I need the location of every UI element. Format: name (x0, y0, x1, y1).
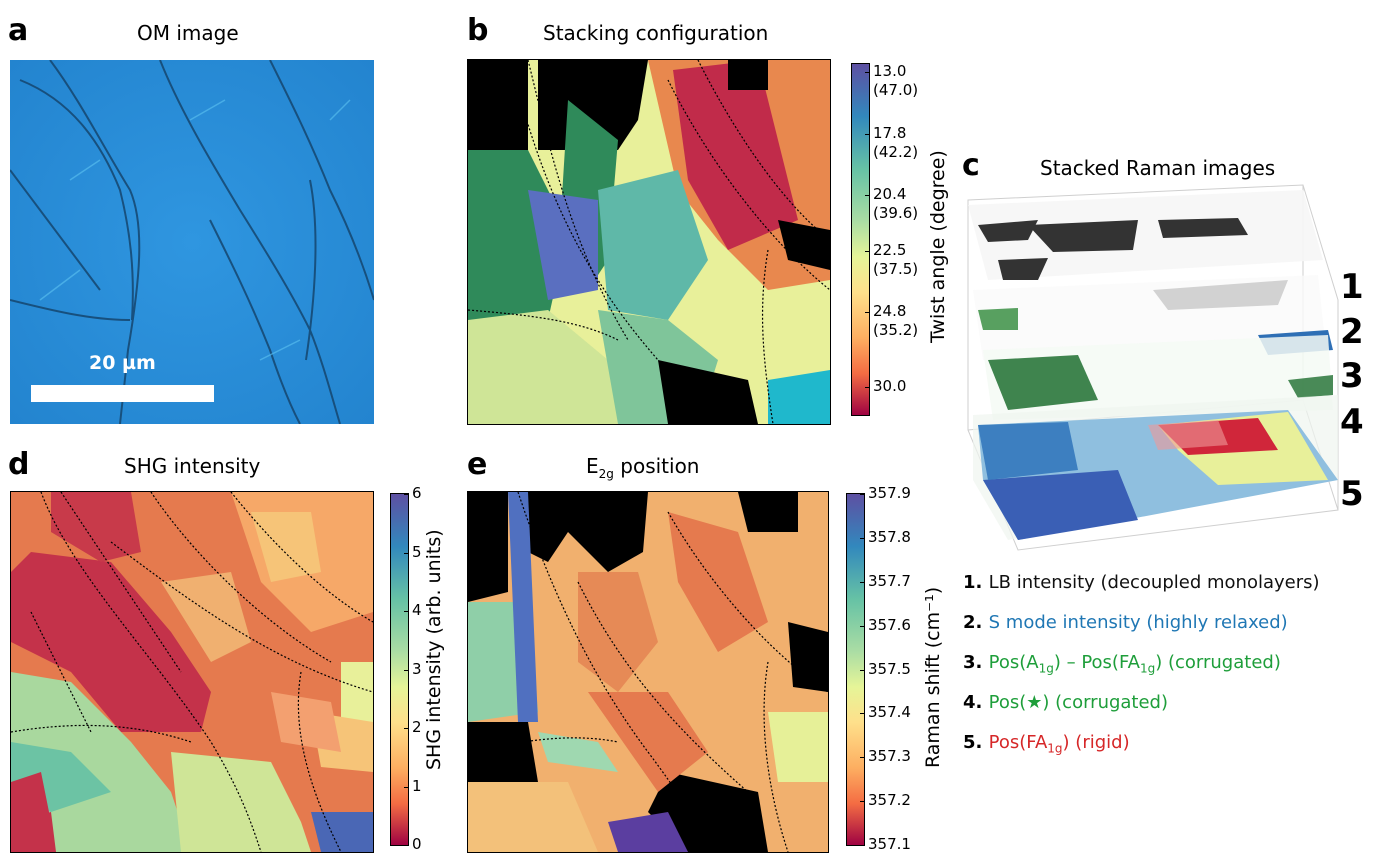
colorbar-tick-label: 357.9 (868, 484, 911, 502)
colorbar-tick-mark (404, 611, 409, 612)
colorbar-tick-label: 20.4 (873, 185, 907, 203)
stacking-map (467, 59, 831, 425)
colorbar-tick-label: 17.8 (873, 124, 907, 142)
colorbar-tick-mark (860, 494, 865, 495)
panel-e-title: E2g position (586, 454, 700, 481)
colorbar-tick-label: 24.8 (873, 302, 907, 320)
colorbar-tick-label: 4 (412, 601, 422, 619)
colorbar-b-label: Twist angle (degree) (927, 150, 949, 343)
layer-number-2: 2 (1340, 312, 1364, 352)
colorbar-tick-mark (860, 713, 865, 715)
colorbar-tick-label: 357.6 (868, 615, 911, 634)
colorbar-tick-mark (404, 786, 409, 788)
panel-a-label: a (8, 13, 29, 48)
panel-e-label: e (467, 447, 488, 482)
colorbar-tick-label: 357.5 (868, 659, 911, 678)
colorbar-tick-mark (404, 669, 409, 671)
colorbar-tick-label: 6 (412, 484, 422, 502)
colorbar-tick-mark (404, 845, 409, 846)
layer-number-4: 4 (1340, 402, 1364, 442)
colorbar-d-label: SHG intensity (arb. units) (423, 529, 445, 770)
colorbar-tick-mark (404, 728, 409, 729)
scale-bar (31, 385, 214, 402)
colorbar-tick-label-secondary: (42.2) (873, 143, 919, 161)
colorbar-tick-mark (860, 845, 865, 846)
colorbar-tick-label: 3 (412, 659, 422, 678)
colorbar-tick-label-secondary: (47.0) (873, 81, 919, 99)
colorbar-tick-mark (860, 625, 865, 627)
colorbar-tick-mark (860, 537, 865, 539)
colorbar-tick-label: 357.2 (868, 791, 911, 810)
colorbar-tick-mark (404, 494, 409, 495)
colorbar-tick-label: 357.1 (868, 835, 911, 853)
colorbar-tick-label: 30.0 (873, 377, 907, 395)
colorbar-tick-mark (865, 312, 870, 313)
shg-map (10, 491, 374, 853)
colorbar-tick-label: 357.4 (868, 703, 911, 722)
panel-d-label: d (8, 447, 30, 482)
legend-item: 2. S mode intensity (highly relaxed) (963, 612, 1288, 633)
colorbar-tick-label: 357.7 (868, 571, 911, 590)
om-image: 20 µm (10, 60, 374, 424)
colorbar-tick-mark (860, 801, 865, 803)
legend-item: 4. Pos(★) (corrugated) (963, 692, 1169, 713)
colorbar-e-label: Raman shift (cm⁻¹) (922, 586, 944, 768)
colorbar-tick-mark (865, 387, 870, 388)
colorbar-tick-label: 357.8 (868, 527, 911, 546)
panel-c-title: Stacked Raman images (1040, 156, 1276, 180)
layer-number-1: 1 (1340, 267, 1364, 307)
colorbar-tick-mark (865, 251, 870, 252)
e2g-position-map (467, 491, 829, 853)
legend-item: 3. Pos(A1g) – Pos(FA1g) (corrugated) (963, 652, 1281, 676)
legend-item: 1. LB intensity (decoupled monolayers) (963, 572, 1320, 593)
panel-a-title: OM image (137, 21, 239, 45)
colorbar-tick-mark (865, 134, 870, 135)
layer-number-5: 5 (1340, 474, 1364, 514)
colorbar-tick-mark (860, 669, 865, 671)
colorbar-tick-mark (860, 757, 865, 759)
colorbar-tick-mark (860, 581, 865, 583)
colorbar-tick-mark (404, 552, 409, 554)
colorbar-tick-label: 1 (412, 776, 422, 795)
colorbar-tick-label: 2 (412, 718, 422, 736)
colorbar-tick-mark (865, 195, 870, 196)
colorbar-tick-label: 357.3 (868, 747, 911, 766)
colorbar-tick-label: 0 (412, 835, 422, 853)
colorbar-tick-mark (865, 72, 870, 73)
stacked-raman-3d (958, 180, 1348, 555)
colorbar-tick-label-secondary: (35.2) (873, 321, 919, 339)
panel-d-title: SHG intensity (124, 454, 261, 478)
colorbar-tick-label: 5 (412, 542, 422, 561)
layer-number-3: 3 (1340, 356, 1364, 396)
legend-item: 5. Pos(FA1g) (rigid) (963, 732, 1130, 756)
colorbar-tick-label: 22.5 (873, 241, 907, 259)
panel-b-label: b (467, 13, 489, 48)
colorbar-tick-label-secondary: (37.5) (873, 260, 919, 278)
panel-c-label: c (962, 148, 980, 183)
scale-bar-label: 20 µm (89, 352, 156, 374)
panel-b-title: Stacking configuration (543, 21, 769, 45)
colorbar-tick-label-secondary: (39.6) (873, 204, 919, 222)
colorbar-tick-label: 13.0 (873, 62, 907, 80)
colorbar-b (851, 63, 870, 416)
